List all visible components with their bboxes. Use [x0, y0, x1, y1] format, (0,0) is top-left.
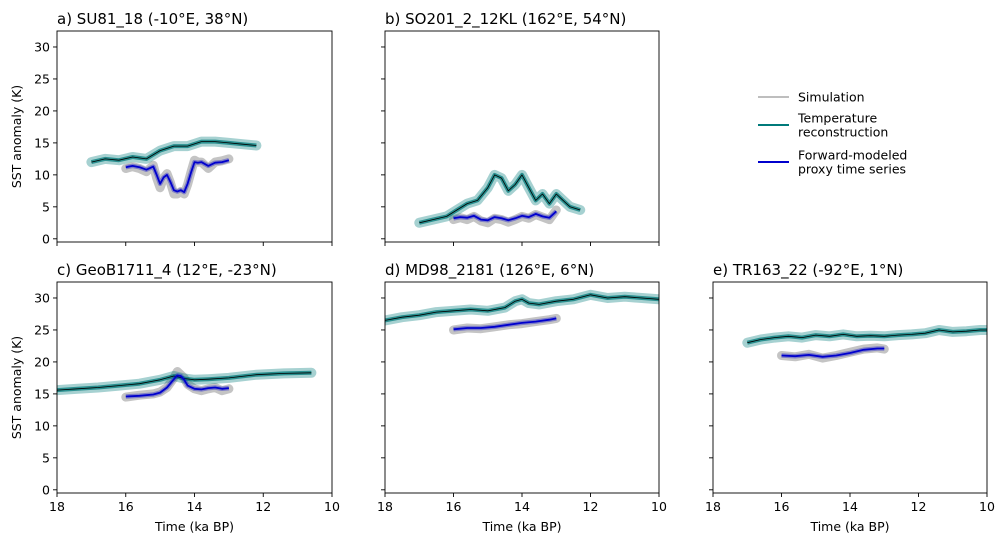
- y-tick-label: 5: [42, 450, 50, 465]
- y-tick-label: 20: [34, 354, 50, 369]
- forward-model-line: [125, 374, 229, 398]
- x-tick-label: 10: [979, 499, 995, 514]
- y-tick-label: 30: [34, 290, 50, 305]
- x-tick-label: 16: [774, 499, 790, 514]
- y-tick-label: 5: [42, 199, 50, 214]
- reconstruction-median-line: [91, 141, 257, 163]
- reconstruction-median-line: [419, 174, 581, 224]
- x-tick-label: 10: [651, 499, 667, 514]
- forward-model-line: [125, 159, 230, 194]
- legend-item: Simulation: [758, 90, 865, 105]
- legend-label: Temperature: [797, 111, 877, 126]
- forward-model-line: [453, 317, 557, 331]
- legend-label: Forward-modeled: [798, 148, 907, 163]
- plot-area: [86, 136, 262, 199]
- reconstruction-median-line: [57, 372, 312, 391]
- panel-title: d) MD98_2181 (126°E, 6°N): [385, 261, 594, 280]
- x-axis-label: Time (ka BP): [154, 519, 234, 534]
- x-tick-label: 10: [324, 499, 340, 514]
- y-tick-label: 10: [34, 167, 50, 182]
- panel-b: b) SO201_2_12KL (162°E, 54°N): [381, 10, 660, 246]
- x-tick-label: 18: [377, 499, 393, 514]
- x-tick-label: 18: [705, 499, 721, 514]
- panel-title: c) GeoB1711_4 (12°E, -23°N): [57, 261, 277, 280]
- x-tick-label: 16: [446, 499, 462, 514]
- x-axis-label: Time (ka BP): [809, 519, 889, 534]
- y-tick-label: 15: [34, 386, 50, 401]
- panels: 0 5 10 15 20 25 30 a) SU81_18 (-10°E, 38°N) SST …: [9, 10, 995, 534]
- y-tick-label: 25: [34, 322, 50, 337]
- x-tick-label: 14: [842, 499, 858, 514]
- y-tick-label: 0: [42, 482, 50, 497]
- x-tick-label: 14: [514, 499, 530, 514]
- x-axis-label: Time (ka BP): [481, 519, 561, 534]
- x-tick-label: 16: [118, 499, 134, 514]
- legend-label: reconstruction: [798, 125, 888, 140]
- plot-area: [385, 289, 659, 335]
- y-tick-label: 25: [34, 71, 50, 86]
- x-tick-label: 12: [911, 499, 927, 514]
- y-tick-label: 0: [42, 231, 50, 246]
- legend-label: proxy time series: [798, 162, 906, 177]
- y-tick-label: 15: [34, 135, 50, 150]
- panel-a: 0 5 10 15 20 25 30 a) SU81_18 (-10°E, 38°N) SST …: [9, 10, 333, 246]
- y-axis-label: SST anomaly (K): [9, 336, 24, 439]
- reconstruction-median-line: [747, 329, 987, 344]
- plot-area: [742, 325, 987, 363]
- panel-title: a) SU81_18 (-10°E, 38°N): [57, 10, 248, 29]
- x-tick-label: 14: [187, 499, 203, 514]
- y-tick-label: 10: [34, 418, 50, 433]
- panel-c: 18 16 14 12 10 0 5 10 15 20 25 30 c) GeoB1711_4 (12°…: [9, 261, 340, 534]
- panel-d: 18 16 14 12 10 d) MD98_2181 (126°E, 6°N) Time …: [377, 261, 667, 534]
- panel-title: e) TR163_22 (-92°E, 1°N): [713, 261, 903, 280]
- forward-model-line: [781, 347, 885, 358]
- y-axis-label: SST anomaly (K): [9, 85, 24, 188]
- y-tick-label: 30: [34, 39, 50, 54]
- y-tick-label: 20: [34, 103, 50, 118]
- plot-area: [414, 169, 586, 228]
- plot-area: [57, 367, 317, 402]
- reconstruction-median-line: [385, 294, 659, 321]
- x-tick-label: 18: [49, 499, 65, 514]
- forward-model-line: [453, 210, 557, 222]
- legend-label: Simulation: [798, 90, 865, 105]
- x-tick-label: 12: [583, 499, 599, 514]
- panel-e: 18 16 14 12 10 e) TR163_22 (-92°E, 1°N) Time (…: [705, 261, 995, 534]
- x-tick-label: 12: [255, 499, 271, 514]
- panel-title: b) SO201_2_12KL (162°E, 54°N): [385, 10, 626, 29]
